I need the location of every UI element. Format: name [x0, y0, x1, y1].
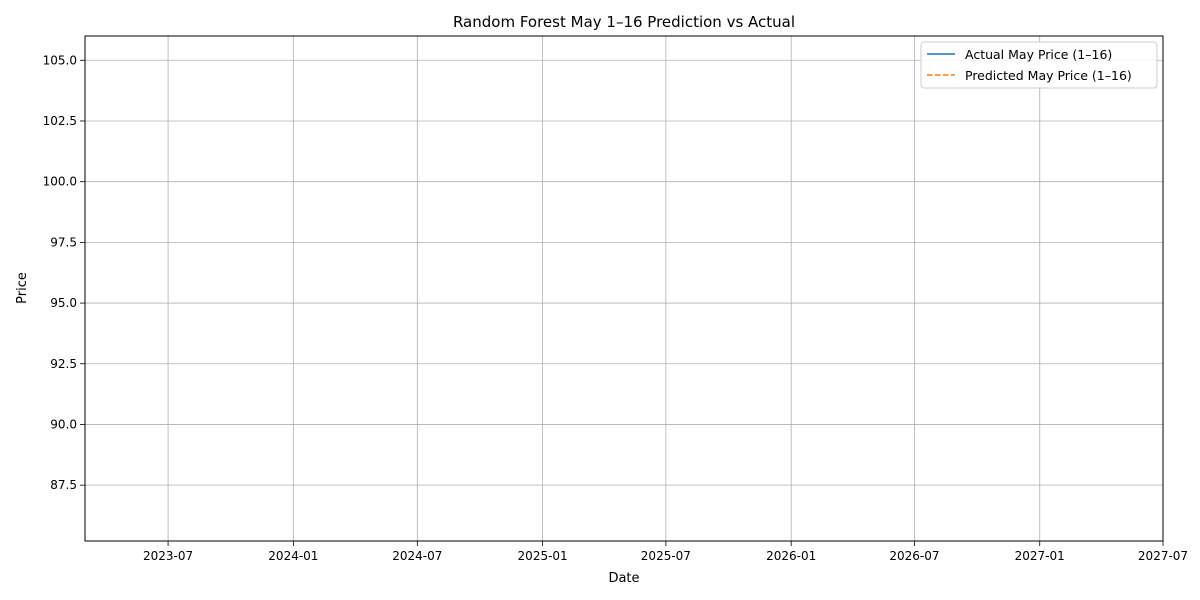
- y-tick-label: 87.5: [50, 478, 77, 492]
- grid: [85, 36, 1164, 541]
- legend-entry-actual: Actual May Price (1–16): [965, 47, 1112, 62]
- y-tick-label: 90.0: [50, 417, 77, 431]
- x-tick-label: 2023-07: [143, 549, 193, 563]
- x-axis: 2023-07 2024-01 2024-07 2025-01 2025-07 2026-…: [143, 541, 1188, 563]
- legend-entry-predicted: Predicted May Price (1–16): [965, 68, 1132, 83]
- legend: Actual May Price (1–16) Predicted May Pr…: [920, 41, 1158, 89]
- y-axis-label: Price: [15, 272, 30, 304]
- x-tick-label: 2025-07: [641, 549, 691, 563]
- y-tick-label: 102.5: [43, 114, 77, 128]
- x-tick-label: 2026-01: [766, 549, 816, 563]
- chart-title: Random Forest May 1–16 Prediction vs Act…: [453, 13, 795, 31]
- x-tick-label: 2024-07: [392, 549, 442, 563]
- x-tick-label: 2025-01: [518, 549, 568, 563]
- x-axis-label: Date: [608, 571, 639, 586]
- y-axis: 87.5 90.0 92.5 95.0 97.5 100.0 102.5 105.0: [43, 53, 85, 492]
- x-tick-label: 2027-01: [1015, 549, 1065, 563]
- y-tick-label: 97.5: [50, 235, 77, 249]
- y-tick-label: 100.0: [43, 175, 77, 189]
- y-tick-label: 95.0: [50, 296, 77, 310]
- x-tick-label: 2027-07: [1138, 549, 1188, 563]
- y-tick-label: 92.5: [50, 357, 77, 371]
- plot-area-frame: [84, 35, 1164, 542]
- x-tick-label: 2024-01: [268, 549, 318, 563]
- x-tick-label: 2026-07: [889, 549, 939, 563]
- y-tick-label: 105.0: [43, 53, 77, 67]
- legend-box: [920, 41, 1158, 89]
